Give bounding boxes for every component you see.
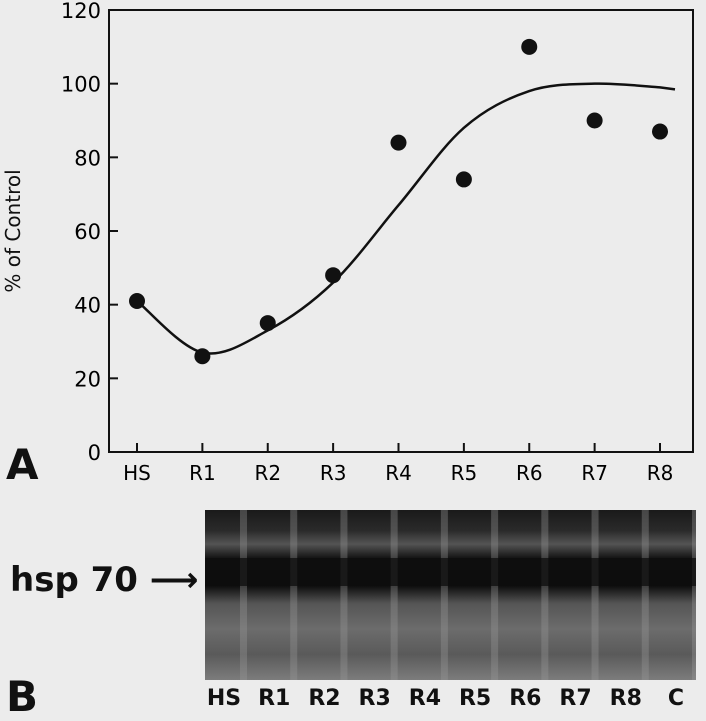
x-tick-label: R1 xyxy=(189,461,216,485)
y-tick-label: 20 xyxy=(74,367,101,391)
x-tick-label: HS xyxy=(123,461,151,485)
data-point xyxy=(586,112,603,129)
lane-gap xyxy=(692,510,696,680)
lane-gap xyxy=(240,510,247,680)
gel-lane-label: C xyxy=(667,686,685,711)
lane-gap xyxy=(340,510,348,680)
y-axis-ticks: 0 20 40 60 80 100 120 xyxy=(61,0,118,465)
lane-gap xyxy=(290,510,298,680)
gel-lane-label: R6 xyxy=(509,686,542,711)
x-tick-label: R3 xyxy=(320,461,347,485)
x-axis-ticks: HS R1 R2 R3 R4 R5 R6 R7 R8 xyxy=(123,443,673,485)
hsp70-label-text: hsp 70 xyxy=(10,560,138,600)
y-tick-label: 40 xyxy=(74,294,101,318)
lane-gap xyxy=(591,510,599,680)
gel-lane-label: R3 xyxy=(358,686,391,711)
x-tick-label: R5 xyxy=(451,461,478,485)
panel-a-letter: A xyxy=(6,440,39,489)
data-point xyxy=(259,315,276,332)
hsp70-band xyxy=(205,558,696,586)
y-tick-label: 60 xyxy=(74,220,101,244)
y-tick-label: 0 xyxy=(88,441,101,465)
y-tick-label: 80 xyxy=(74,146,101,170)
plot-area xyxy=(108,9,694,453)
data-point xyxy=(390,134,407,151)
gel-lane-label: R8 xyxy=(609,686,642,711)
hsp70-label: hsp 70 ⟶ xyxy=(10,560,199,600)
lane-gap xyxy=(491,510,499,680)
lane-gap xyxy=(641,510,649,680)
lane-streaks xyxy=(240,510,696,680)
gel-bands xyxy=(205,510,696,680)
gel-lane-label: HS xyxy=(206,686,242,711)
gel-lane-label: R4 xyxy=(408,686,441,711)
arrow-right-icon: ⟶ xyxy=(149,560,199,600)
data-point xyxy=(652,123,668,140)
data-points xyxy=(129,38,668,365)
x-tick-label: R7 xyxy=(581,461,608,485)
panel-a-chart: 0 20 40 60 80 100 120 HS R1 R2 R3 R4 R5 R6 R7 R8 % of … xyxy=(1,0,694,485)
data-point xyxy=(194,348,211,365)
y-tick-label: 120 xyxy=(61,0,101,23)
fit-curve xyxy=(136,82,676,355)
lane-gap xyxy=(390,510,398,680)
y-tick-label: 100 xyxy=(61,73,101,97)
gel-lane-label: R1 xyxy=(258,686,291,711)
data-point xyxy=(129,292,145,309)
x-tick-label: R6 xyxy=(516,461,543,485)
x-tick-label: R4 xyxy=(385,461,412,485)
data-point xyxy=(455,171,472,188)
data-point xyxy=(521,38,538,55)
gel-blot xyxy=(205,510,696,680)
data-point xyxy=(325,267,342,284)
x-tick-label: R8 xyxy=(647,461,674,485)
lane-gap xyxy=(440,510,448,680)
lane-gap xyxy=(541,510,549,680)
panel-b-letter: B xyxy=(6,672,39,721)
gel-lane-label: R2 xyxy=(308,686,341,711)
x-tick-label: R2 xyxy=(254,461,281,485)
y-axis-label: % of Control xyxy=(1,169,25,292)
gel-lane-label: R7 xyxy=(559,686,592,711)
gel-lane-label: R5 xyxy=(458,686,492,711)
